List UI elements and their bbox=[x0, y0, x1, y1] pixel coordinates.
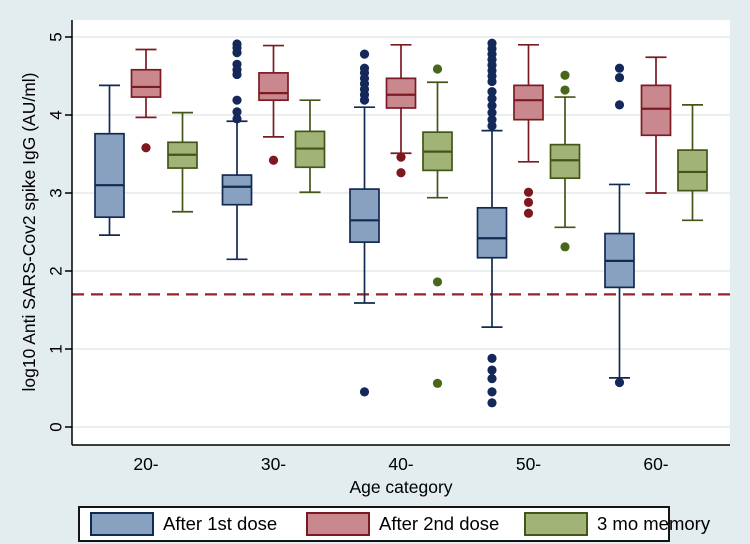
outlier-dot-after-1st-dose-60- bbox=[614, 377, 625, 388]
outlier-dot-after-1st-dose-40- bbox=[359, 387, 370, 397]
outlier-dot-after-2nd-dose-50- bbox=[523, 187, 534, 197]
box-after-1st-dose-20- bbox=[94, 132, 125, 219]
outlier-dot-after-1st-dose-50- bbox=[487, 38, 497, 48]
outlier-dot-after-1st-dose-60- bbox=[614, 72, 625, 83]
outlier-dot-after-1st-dose-50- bbox=[487, 115, 497, 125]
legend-swatch-2nd-dose bbox=[306, 512, 370, 536]
box-after-2nd-dose-40- bbox=[385, 77, 417, 109]
outlier-dot-after-1st-dose-30- bbox=[232, 95, 242, 105]
outlier-dot-after-1st-dose-30- bbox=[232, 114, 242, 124]
outlier-dot-after-1st-dose-50- bbox=[487, 87, 497, 97]
y-tick-label-1: 1 bbox=[47, 344, 66, 353]
outlier-dot-after-1st-dose-50- bbox=[487, 101, 497, 111]
outlier-dot-after-1st-dose-60- bbox=[614, 63, 625, 73]
outlier-dot-after-2nd-dose-50- bbox=[523, 197, 534, 207]
y-tick-label-5: 5 bbox=[47, 32, 66, 41]
box-after-1st-dose-30- bbox=[221, 174, 253, 206]
legend: After 1st dose After 2nd dose 3 mo memor… bbox=[78, 506, 710, 542]
y-tick-label-2: 2 bbox=[47, 266, 66, 275]
outlier-dot-3-mo-memory-40- bbox=[432, 64, 443, 74]
box-3-mo-memory-60- bbox=[677, 149, 708, 192]
outlier-dot-3-mo-memory-50- bbox=[560, 85, 570, 95]
outlier-dot-after-1st-dose-50- bbox=[487, 94, 497, 104]
outlier-dot-after-1st-dose-50- bbox=[487, 365, 497, 375]
box-3-mo-memory-50- bbox=[549, 143, 581, 180]
box-after-2nd-dose-30- bbox=[258, 72, 289, 102]
x-axis-title: Age category bbox=[349, 477, 453, 497]
legend-label-1st-dose: After 1st dose bbox=[163, 513, 278, 534]
legend-label-3mo-memory: 3 mo memory bbox=[597, 513, 711, 534]
x-tick-label-60-: 60- bbox=[643, 454, 668, 474]
outlier-dot-after-1st-dose-40- bbox=[359, 63, 370, 73]
y-axis-title: log10 Anti SARS-Cov2 spike IgG (AU/ml) bbox=[19, 72, 39, 392]
x-tick-label-50-: 50- bbox=[516, 454, 541, 474]
outlier-dot-after-1st-dose-50- bbox=[487, 398, 497, 408]
legend-label-2nd-dose: After 2nd dose bbox=[379, 513, 500, 534]
outlier-dot-3-mo-memory-50- bbox=[560, 70, 570, 80]
box-after-2nd-dose-60- bbox=[640, 84, 672, 137]
legend-item-2nd-dose: After 2nd dose bbox=[306, 512, 499, 536]
outlier-dot-after-2nd-dose-20- bbox=[141, 143, 151, 153]
legend-item-1st-dose: After 1st dose bbox=[90, 512, 277, 536]
outlier-dot-3-mo-memory-40- bbox=[432, 277, 443, 287]
x-tick-label-40-: 40- bbox=[388, 454, 413, 474]
legend-swatch-3mo-memory bbox=[524, 512, 588, 536]
outlier-dot-after-1st-dose-30- bbox=[232, 107, 242, 117]
outlier-dot-after-1st-dose-30- bbox=[232, 39, 242, 49]
box-after-1st-dose-50- bbox=[476, 206, 508, 259]
box-after-1st-dose-40- bbox=[349, 188, 380, 243]
outlier-dot-after-2nd-dose-30- bbox=[268, 155, 279, 165]
outlier-dot-after-1st-dose-60- bbox=[614, 100, 625, 110]
outlier-dot-after-1st-dose-50- bbox=[487, 108, 497, 118]
outlier-dot-after-1st-dose-40- bbox=[359, 49, 370, 59]
outlier-dot-after-1st-dose-50- bbox=[487, 353, 497, 363]
box-after-2nd-dose-20- bbox=[130, 68, 162, 98]
legend-swatch-1st-dose bbox=[90, 512, 154, 536]
outlier-dot-after-2nd-dose-40- bbox=[396, 168, 406, 178]
y-tick-label-4: 4 bbox=[47, 110, 66, 119]
outlier-dot-after-2nd-dose-50- bbox=[523, 208, 534, 218]
outlier-dot-3-mo-memory-40- bbox=[432, 378, 443, 388]
x-tick-label-20-: 20- bbox=[133, 454, 158, 474]
outlier-dot-after-1st-dose-50- bbox=[487, 387, 497, 397]
outlier-dot-3-mo-memory-50- bbox=[560, 242, 570, 252]
box-after-2nd-dose-50- bbox=[513, 84, 544, 121]
outlier-dot-after-2nd-dose-40- bbox=[396, 152, 406, 162]
legend-item-3mo-memory: 3 mo memory bbox=[524, 512, 710, 536]
outlier-dot-after-1st-dose-50- bbox=[487, 374, 497, 384]
y-tick-label-3: 3 bbox=[47, 188, 66, 197]
outlier-dot-after-1st-dose-30- bbox=[232, 59, 242, 69]
x-tick-label-30-: 30- bbox=[261, 454, 286, 474]
y-tick-label-0: 0 bbox=[47, 422, 66, 431]
